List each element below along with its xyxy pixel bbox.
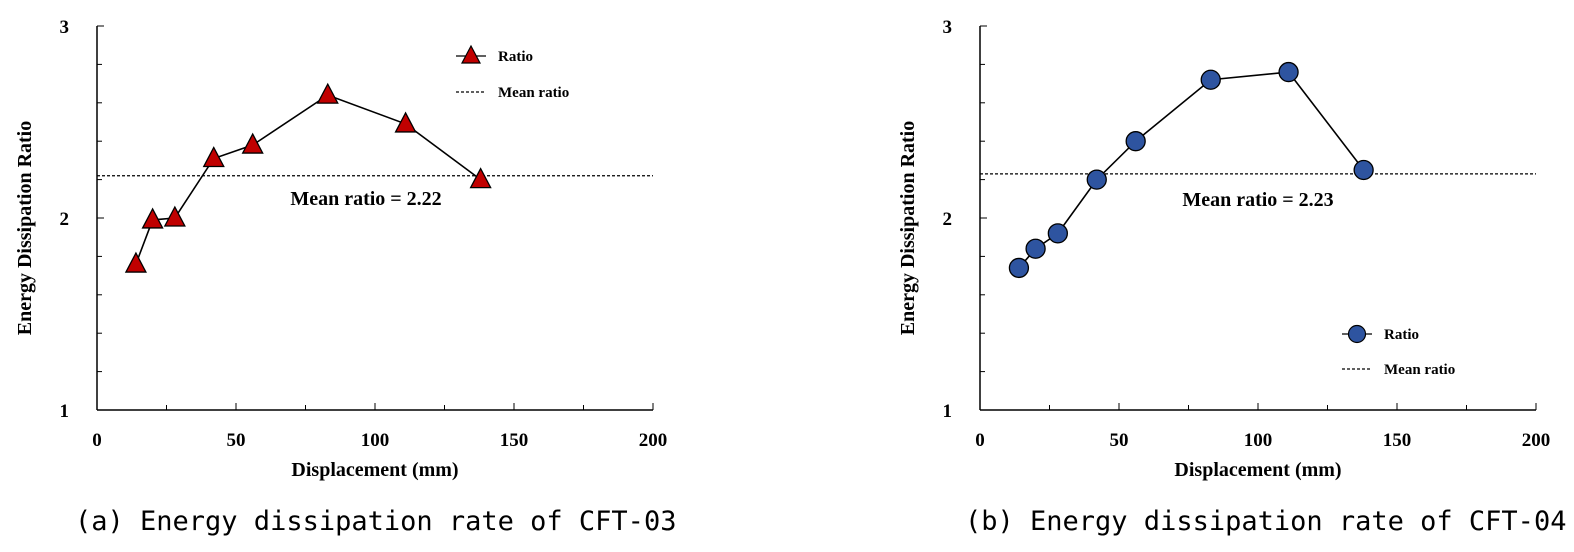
data-point xyxy=(316,82,339,104)
data-point xyxy=(1008,257,1030,279)
x-tick-label: 200 xyxy=(639,430,668,451)
x-tick-label: 150 xyxy=(1383,430,1412,451)
x-axis-title: Displacement (mm) xyxy=(291,459,458,481)
mean-annotation: Mean ratio = 2.22 xyxy=(290,188,441,210)
data-point xyxy=(1086,169,1107,190)
data-point xyxy=(1200,69,1221,90)
data-point xyxy=(1125,131,1146,152)
x-tick-label: 50 xyxy=(1110,430,1129,451)
y-tick-label: 2 xyxy=(60,209,70,230)
legend-mean-label: Mean ratio xyxy=(498,85,569,101)
chart-a: 1 2 3 0 50 100 150 200 Displacement (mm) Energy D… xyxy=(14,17,676,537)
data-point xyxy=(1047,223,1068,244)
series-line xyxy=(135,94,482,265)
series-line xyxy=(1018,71,1365,269)
legend-label: Ratio xyxy=(1384,327,1419,343)
x-tick-label: 100 xyxy=(361,430,390,451)
y-tick-label: 3 xyxy=(60,17,70,38)
y-tick-label: 2 xyxy=(943,209,953,230)
legend-marker xyxy=(1347,324,1367,344)
x-tick-label: 0 xyxy=(975,430,985,451)
data-point xyxy=(1025,238,1046,259)
x-tick-label: 150 xyxy=(500,430,529,451)
x-tick-label: 50 xyxy=(227,430,246,451)
data-point xyxy=(1278,61,1299,83)
data-point xyxy=(163,205,186,227)
x-axis-title: Displacement (mm) xyxy=(1174,459,1341,481)
y-axis-title: Energy Dissipation Ratio xyxy=(897,121,919,335)
legend-label: Ratio xyxy=(498,49,533,65)
data-point xyxy=(469,167,492,189)
data-point xyxy=(124,251,147,273)
figure-caption: (b) Energy dissipation rate of CFT-04 xyxy=(965,506,1566,537)
data-point xyxy=(202,146,225,168)
data-point xyxy=(1353,159,1374,181)
data-point xyxy=(241,132,264,154)
legend-mean-label: Mean ratio xyxy=(1384,362,1455,378)
data-point xyxy=(394,111,417,133)
y-tick-label: 1 xyxy=(60,401,70,422)
data-point xyxy=(141,207,164,229)
mean-annotation: Mean ratio = 2.23 xyxy=(1182,189,1333,211)
y-tick-label: 3 xyxy=(943,17,953,38)
legend-marker xyxy=(461,44,481,64)
x-tick-label: 100 xyxy=(1244,430,1273,451)
x-tick-label: 0 xyxy=(92,430,102,451)
y-axis-title: Energy Dissipation Ratio xyxy=(14,121,36,335)
chart-b: 1 2 3 0 50 100 150 200 Displacement (mm) Energy D… xyxy=(897,17,1566,537)
y-tick-label: 1 xyxy=(943,401,953,422)
x-tick-label: 200 xyxy=(1522,430,1551,451)
figure-caption: (a) Energy dissipation rate of CFT-03 xyxy=(75,506,676,537)
